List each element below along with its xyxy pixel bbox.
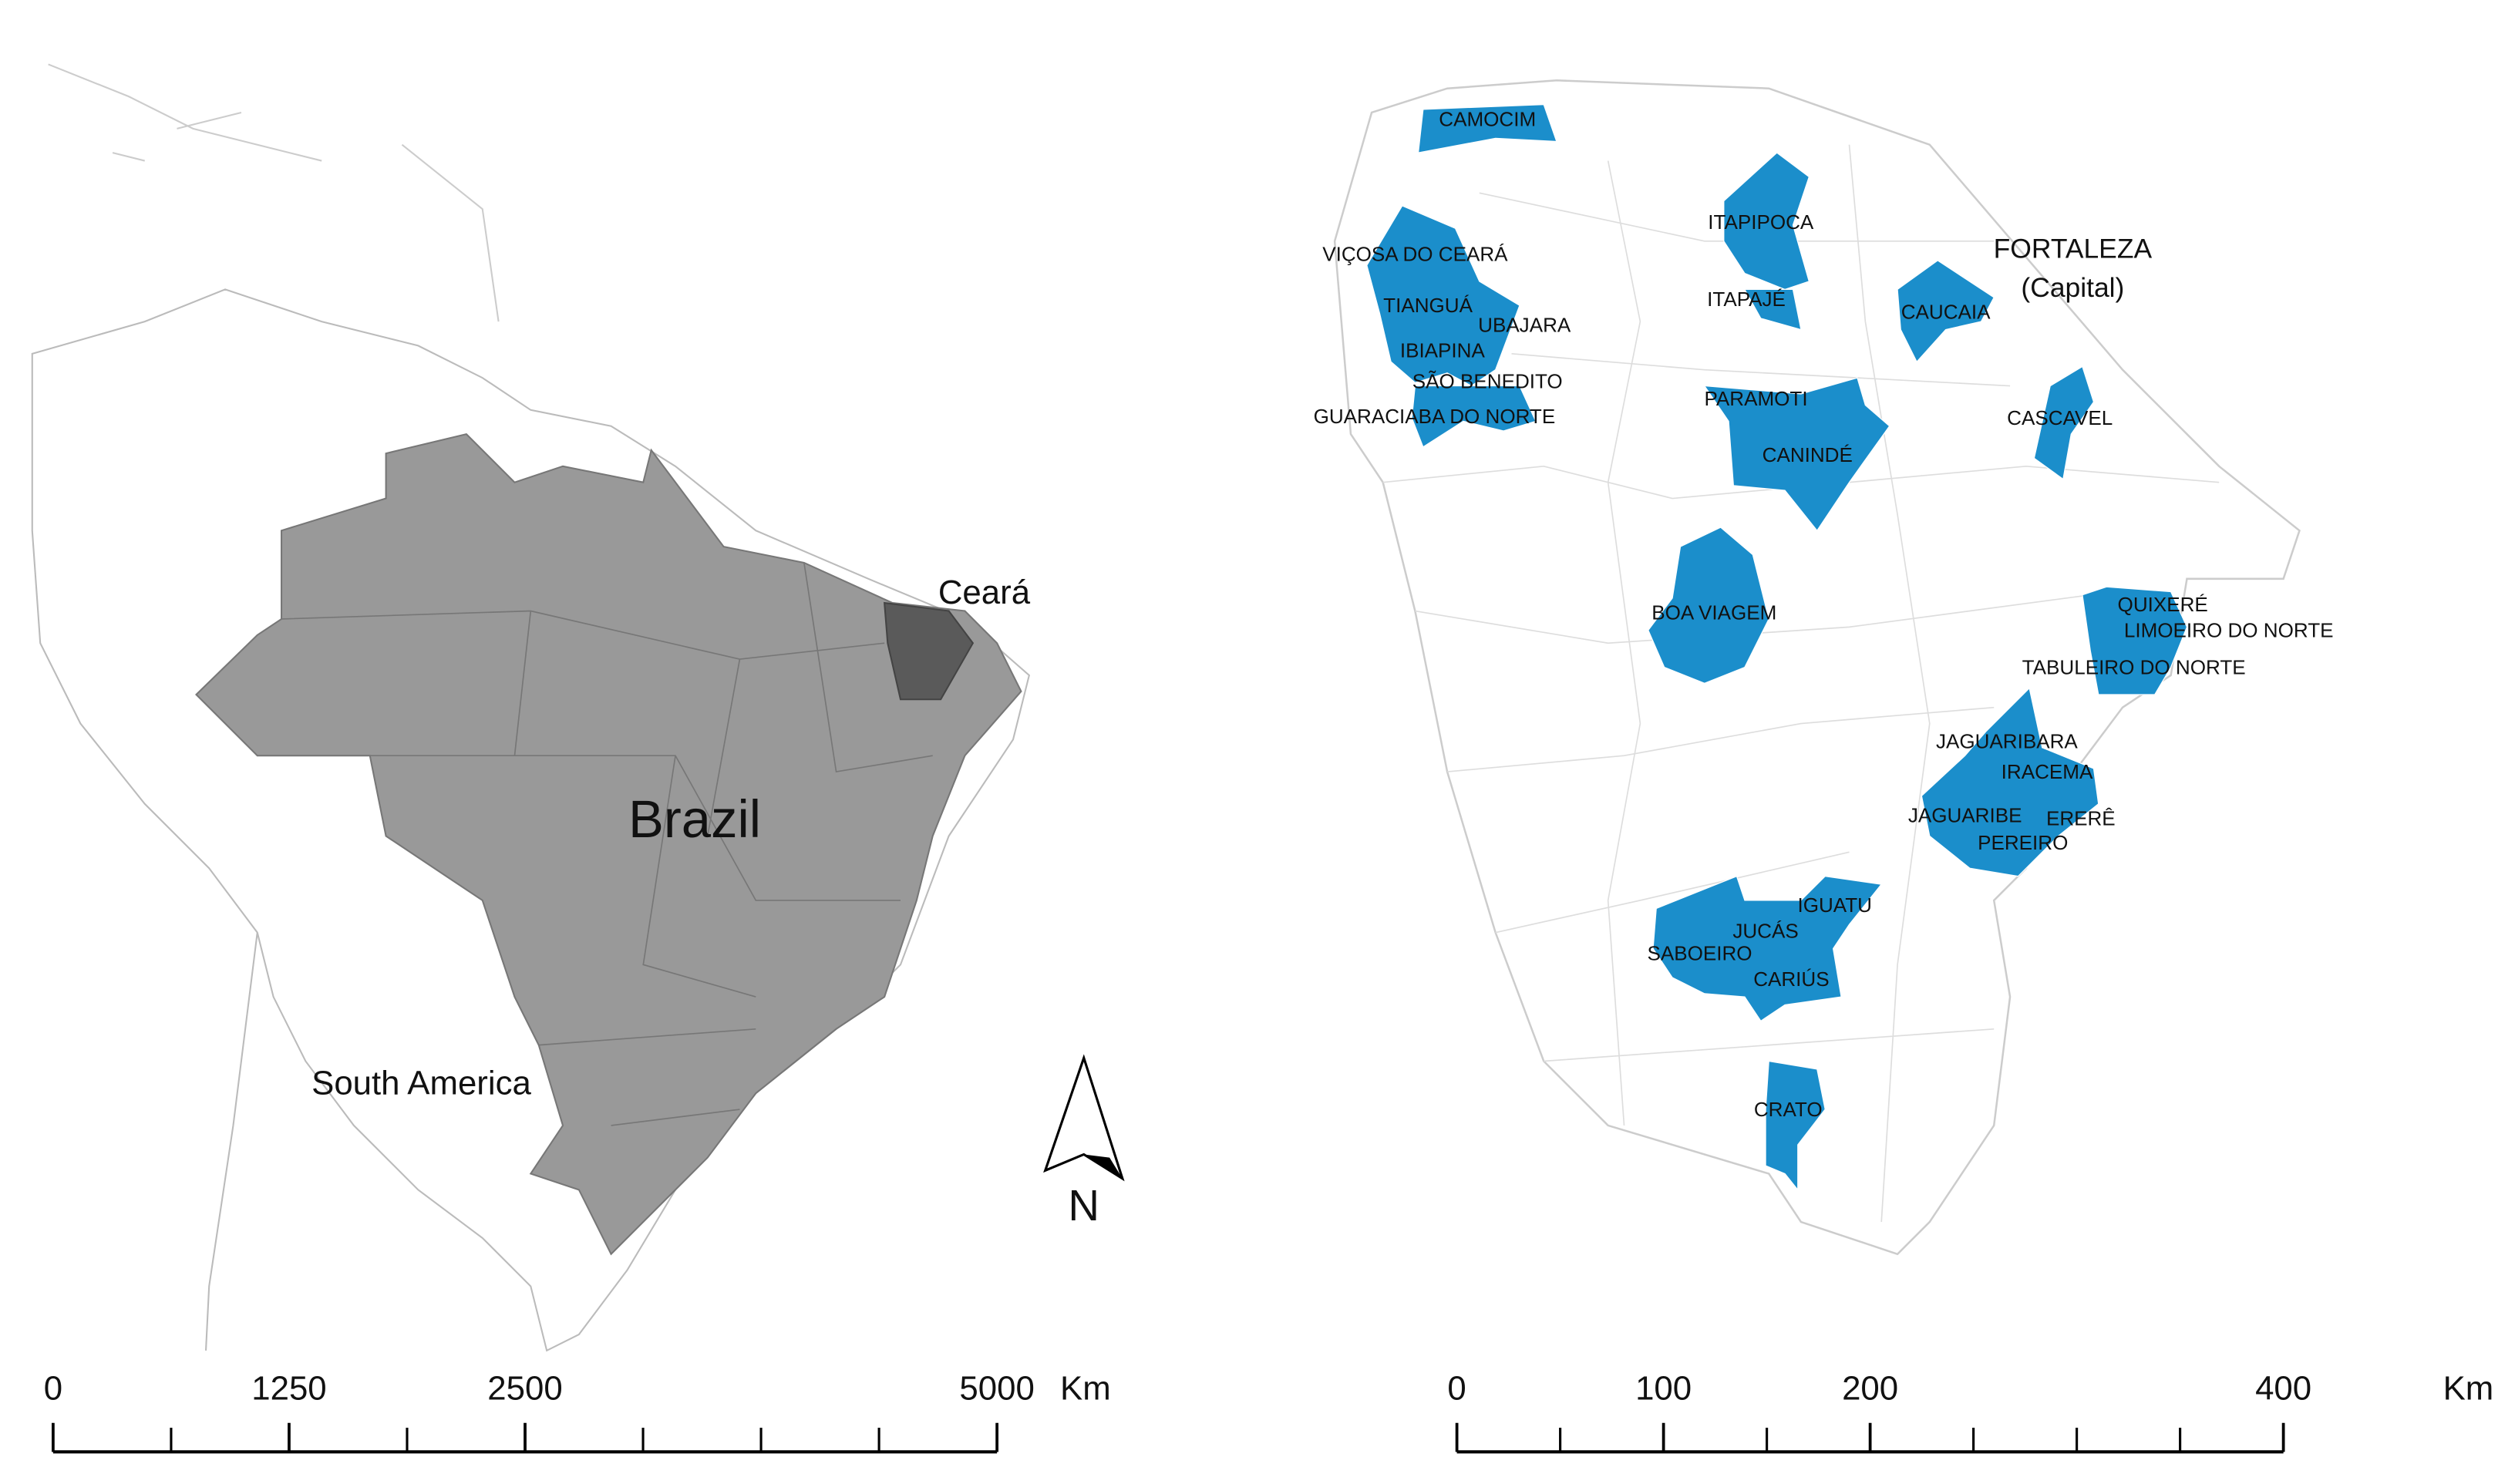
municipality-area [2082, 586, 2188, 695]
municipality-area [1648, 527, 1769, 685]
municipality-area [1652, 875, 1883, 1022]
municipality-area [1417, 103, 1557, 153]
municipality-label: QUIXERÉ [2118, 593, 2208, 616]
municipality-area [1366, 205, 1520, 387]
municipality-label: CAUCAIA [1901, 301, 1991, 324]
scale-unit: Km [2443, 1370, 2494, 1408]
municipality-area [1897, 260, 1995, 363]
scale-label: 200 [1842, 1370, 1898, 1408]
municipality-label: VIÇOSA DO CEARÁ [1322, 242, 1508, 265]
capital-label: FORTALEZA [1994, 234, 2153, 264]
municipality-label: JUCÁS [1732, 920, 1798, 943]
scale-label: 100 [1635, 1370, 1692, 1408]
scale-label: 5000 [959, 1370, 1034, 1408]
municipality-label: CANINDÉ [1763, 443, 1853, 466]
municipality-area [1703, 377, 1890, 532]
municipality-label: PEREIRO [1978, 831, 2068, 854]
country-label: Brazil [628, 789, 761, 849]
scale-label: 1250 [251, 1370, 326, 1408]
municipality-label: ERERÊ [2046, 807, 2116, 830]
municipality-label: UBAJARA [1478, 313, 1571, 336]
municipality-area [2033, 365, 2095, 480]
scale-label: 400 [2255, 1370, 2311, 1408]
ceara-highlight [884, 601, 975, 701]
municipality-area [1765, 1060, 1826, 1192]
scale-label: 2500 [487, 1370, 562, 1408]
municipality-label: JAGUARIBARA [1936, 729, 2078, 752]
municipality-label: ITAPIPOCA [1708, 210, 1814, 234]
municipality-area [1921, 687, 2099, 877]
municipality-label: CASCAVEL [2007, 406, 2113, 429]
municipality-area [1411, 385, 1537, 448]
municipality-area [1723, 152, 1810, 291]
municipality-label: CARIÚS [1753, 967, 1829, 991]
state-borders [281, 562, 933, 1126]
municipality-label: PARAMOTI [1704, 387, 1807, 410]
scale-label: 0 [1447, 1370, 1466, 1408]
municipality-label: BOA VIAGEM [1651, 601, 1776, 624]
municipality-label: SABOEIRO [1648, 942, 1752, 965]
municipality-label: ITAPAJÉ [1707, 288, 1786, 311]
municipality-label: JAGUARIBE [1908, 803, 2022, 826]
north-label: N [1068, 1181, 1099, 1230]
municipality-label: IGUATU [1797, 893, 1871, 917]
scale-unit: Km [1060, 1370, 1111, 1408]
municipality-label: GUARACIABA DO NORTE [1314, 405, 1556, 428]
municipality-label: TIANGUÁ [1383, 294, 1473, 317]
municipality-label: CRATO [1754, 1098, 1823, 1121]
capital-note: (Capital) [2021, 272, 2124, 303]
municipality-label: IRACEMA [2002, 760, 2093, 783]
scale-label: 0 [44, 1370, 62, 1408]
region-label: Ceará [938, 574, 1031, 611]
municipality-label: IBIAPINA [1400, 339, 1486, 362]
municipality-label: SÃO BENEDITO [1412, 369, 1563, 392]
municipality-area [1743, 288, 1802, 331]
continent-label: South America [311, 1064, 531, 1102]
caribbean-outline [48, 63, 500, 322]
brazil [195, 432, 1022, 1256]
municipality-label: LIMOEIRO DO NORTE [2124, 619, 2334, 642]
municipality-label: TABULEIRO DO NORTE [2022, 655, 2246, 678]
municipality-label: CAMOCIM [1439, 107, 1536, 130]
